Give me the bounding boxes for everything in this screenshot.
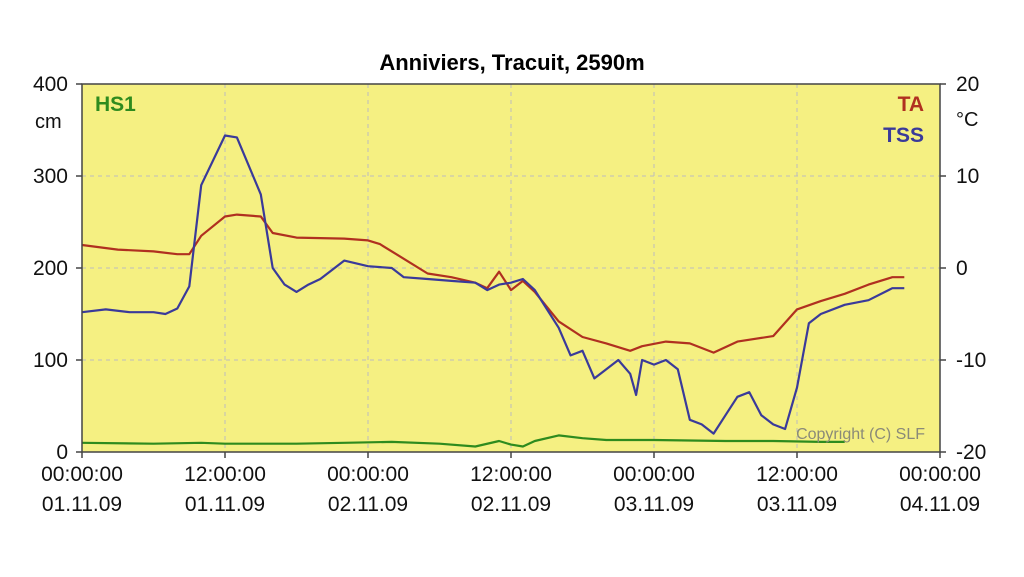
left-axis-unit-label: cm: [35, 111, 62, 133]
x-tick-date-label: 02.11.09: [328, 493, 408, 516]
legend-hs1: HS1: [95, 93, 136, 116]
left-tick-label: 100: [33, 349, 68, 372]
legend-tss: TSS: [883, 124, 924, 147]
x-tick-date-label: 02.11.09: [471, 493, 551, 516]
left-tick-label: 400: [33, 73, 68, 96]
series-line-tss: [81, 134, 905, 435]
left-tick-label: 300: [33, 165, 68, 188]
series-line-hs1: [81, 434, 845, 448]
left-tick-label: 0: [56, 441, 68, 464]
right-axis-unit-label: °C: [956, 109, 978, 131]
x-tick-date-label: 04.11.09: [900, 493, 980, 516]
chart-title: Anniviers, Tracuit, 2590m: [379, 50, 644, 75]
left-tick-label: 200: [33, 257, 68, 280]
right-tick-label: -10: [956, 349, 986, 372]
right-tick-label: -20: [956, 441, 986, 464]
grid-layer: [82, 84, 940, 452]
series-line-ta: [81, 213, 905, 354]
x-tick-date-label: 01.11.09: [42, 493, 122, 516]
copyright-watermark: Copyright (C) SLF: [796, 426, 925, 443]
x-tick-time-label: 00:00:00: [899, 463, 981, 486]
legend-ta: TA: [898, 93, 924, 116]
right-tick-label: 20: [956, 73, 979, 96]
x-tick-time-label: 00:00:00: [41, 463, 123, 486]
x-tick-date-label: 03.11.09: [757, 493, 837, 516]
right-tick-label: 10: [956, 165, 979, 188]
x-tick-time-label: 12:00:00: [184, 463, 266, 486]
x-tick-date-label: 03.11.09: [614, 493, 694, 516]
series-layer: [81, 134, 905, 448]
x-tick-time-label: 12:00:00: [756, 463, 838, 486]
axis-layer: 400300200100020100-10-2000:00:0001.11.09…: [33, 73, 986, 516]
x-tick-date-label: 01.11.09: [185, 493, 265, 516]
x-tick-time-label: 00:00:00: [613, 463, 695, 486]
x-tick-time-label: 12:00:00: [470, 463, 552, 486]
x-tick-time-label: 00:00:00: [327, 463, 409, 486]
right-tick-label: 0: [956, 257, 968, 280]
